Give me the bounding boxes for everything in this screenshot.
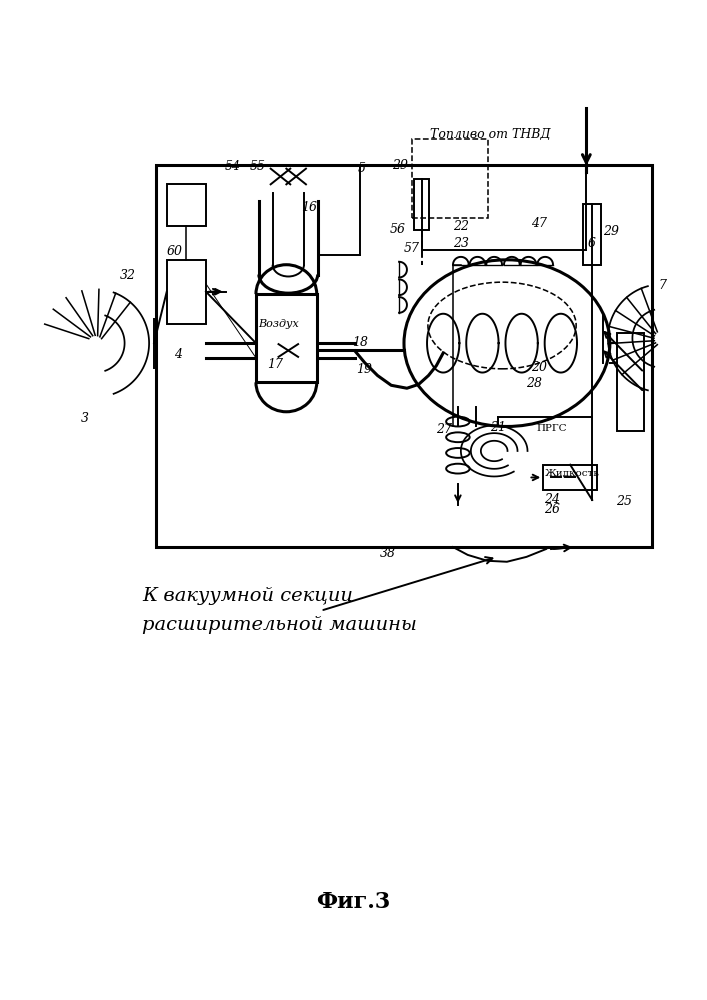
Text: 28: 28 xyxy=(527,377,542,390)
Text: 3: 3 xyxy=(81,412,88,425)
Bar xyxy=(412,139,489,218)
Text: Топливо от ТНВД: Топливо от ТНВД xyxy=(431,128,551,141)
Text: 47: 47 xyxy=(532,217,547,230)
Text: 24: 24 xyxy=(544,493,560,506)
Text: расширительной машины: расширительной машины xyxy=(142,616,417,634)
Bar xyxy=(167,184,206,226)
Text: 57: 57 xyxy=(404,242,420,255)
Text: 16: 16 xyxy=(301,201,317,214)
Text: 22: 22 xyxy=(453,220,469,233)
Bar xyxy=(256,294,317,382)
Text: 17: 17 xyxy=(267,358,283,371)
Text: 29: 29 xyxy=(603,225,619,238)
Bar xyxy=(617,333,644,431)
Text: 25: 25 xyxy=(616,495,632,508)
Bar xyxy=(156,165,652,547)
Text: 4: 4 xyxy=(174,348,182,361)
Text: Жидкость: Жидкость xyxy=(545,468,600,477)
Text: 55: 55 xyxy=(250,160,266,173)
Text: 18: 18 xyxy=(352,336,368,349)
Text: 19: 19 xyxy=(356,363,372,376)
Text: 60: 60 xyxy=(167,245,182,258)
Text: Воздух: Воздух xyxy=(258,319,299,329)
Text: 29: 29 xyxy=(392,159,408,172)
Text: ПРГС: ПРГС xyxy=(537,424,567,433)
Text: 21: 21 xyxy=(490,421,506,434)
Bar xyxy=(583,204,601,265)
Text: 32: 32 xyxy=(119,269,136,282)
Text: Фиг.3: Фиг.3 xyxy=(316,891,390,913)
Text: 56: 56 xyxy=(390,223,405,236)
Bar xyxy=(414,179,429,230)
Text: 6: 6 xyxy=(588,237,595,250)
Text: 23: 23 xyxy=(453,237,469,250)
Text: 5: 5 xyxy=(358,162,366,175)
Text: 26: 26 xyxy=(544,503,560,516)
Text: 20: 20 xyxy=(532,361,547,374)
Text: 38: 38 xyxy=(380,547,395,560)
Text: К вакуумной секции: К вакуумной секции xyxy=(142,587,353,605)
Bar xyxy=(167,260,206,324)
Bar xyxy=(543,465,597,490)
Text: 54: 54 xyxy=(225,160,240,173)
Text: 27: 27 xyxy=(436,423,452,436)
Text: 7: 7 xyxy=(659,279,667,292)
